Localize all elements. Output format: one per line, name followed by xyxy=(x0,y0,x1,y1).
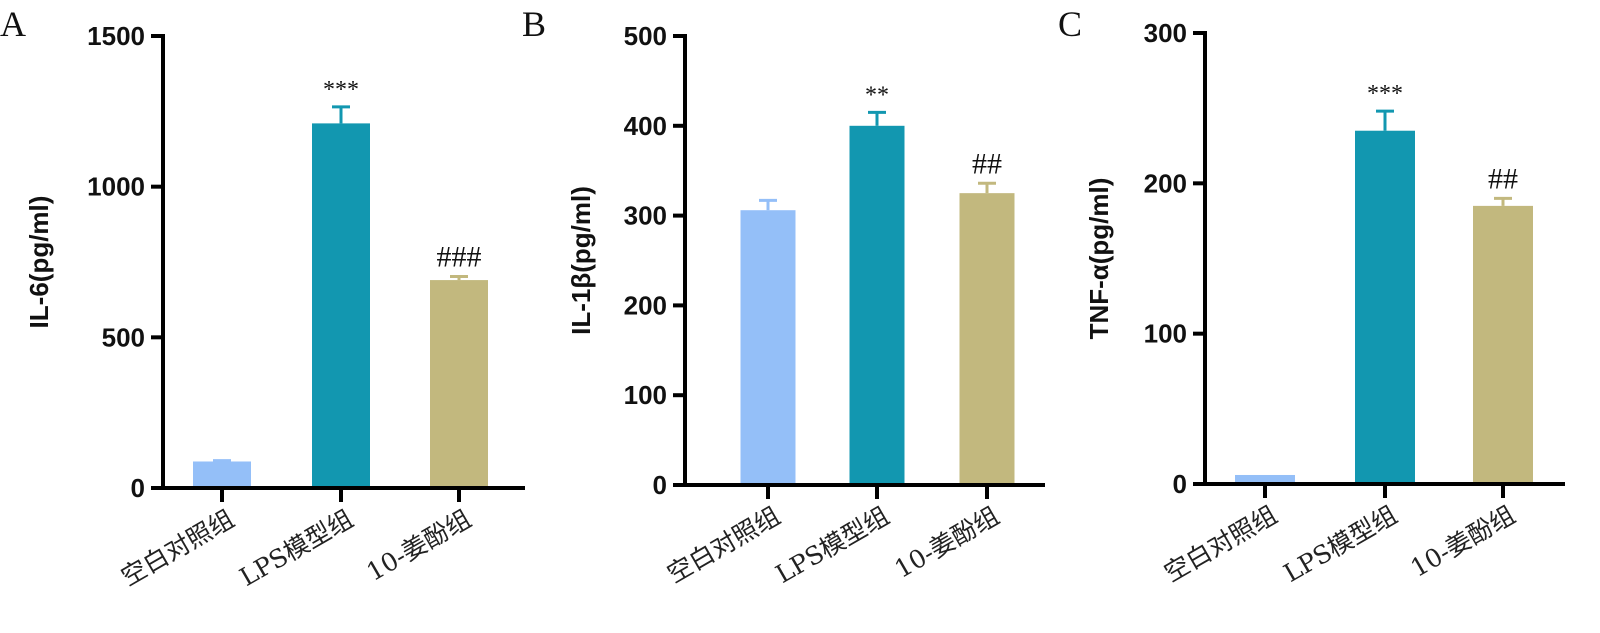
bar-3 xyxy=(430,280,488,488)
x-category-label: 空白对照组 xyxy=(116,504,239,592)
y-axis-title: TNF-α(pg/ml) xyxy=(1084,178,1114,340)
panel-letter: B xyxy=(522,4,546,44)
y-tick-label: 100 xyxy=(1144,319,1187,349)
y-tick-label: 400 xyxy=(624,111,667,141)
significance-label: *** xyxy=(323,77,359,103)
y-tick-label: 1500 xyxy=(87,21,145,51)
chart-panel-a: A IL-6(pg/ml) *** ### 0 500 1000 1500 空白对照组LPS模型… xyxy=(0,4,525,592)
x-category-label: 10-姜酚组 xyxy=(362,504,476,587)
bar-2 xyxy=(312,123,370,489)
x-category-label: 空白对照组 xyxy=(1159,500,1282,588)
bar-1 xyxy=(193,461,251,488)
bar-3 xyxy=(959,193,1015,485)
significance-label: ### xyxy=(437,240,482,273)
panel-letter: A xyxy=(0,4,26,44)
x-category-label: LPS模型组 xyxy=(1279,500,1402,588)
bar-2 xyxy=(849,125,905,486)
bar-3 xyxy=(1473,205,1533,484)
y-tick-label: 0 xyxy=(131,473,145,503)
x-category-label: 10-姜酚组 xyxy=(1406,500,1520,583)
bar-1 xyxy=(1235,474,1295,484)
chart-panel-b: B IL-1β(pg/ml) ** ## 0 100 200 300 400 500 空白对照组LP… xyxy=(522,4,1045,589)
y-tick-label: 500 xyxy=(102,322,145,352)
y-axis-title: IL-1β(pg/ml) xyxy=(566,186,596,335)
y-tick-label: 500 xyxy=(624,21,667,51)
panel-letter: C xyxy=(1058,4,1082,44)
x-category-label: 空白对照组 xyxy=(662,501,785,589)
y-tick-label: 300 xyxy=(1144,18,1187,48)
y-tick-label: 300 xyxy=(624,201,667,231)
x-category-label: LPS模型组 xyxy=(771,501,894,589)
y-axis-title: IL-6(pg/ml) xyxy=(24,196,54,329)
y-tick-label: 200 xyxy=(1144,168,1187,198)
bar-1 xyxy=(740,210,796,485)
y-tick-label: 100 xyxy=(624,380,667,410)
x-category-label: 10-姜酚组 xyxy=(890,501,1004,584)
significance-label: ## xyxy=(1488,162,1518,195)
y-tick-label: 1000 xyxy=(87,172,145,202)
significance-label: ** xyxy=(865,82,889,108)
bar-2 xyxy=(1355,130,1415,484)
y-tick-label: 0 xyxy=(1173,469,1187,499)
x-category-label: LPS模型组 xyxy=(235,504,358,592)
significance-label: ## xyxy=(972,147,1002,180)
y-tick-label: 200 xyxy=(624,290,667,320)
y-tick-label: 0 xyxy=(653,470,667,500)
significance-label: *** xyxy=(1367,81,1403,107)
